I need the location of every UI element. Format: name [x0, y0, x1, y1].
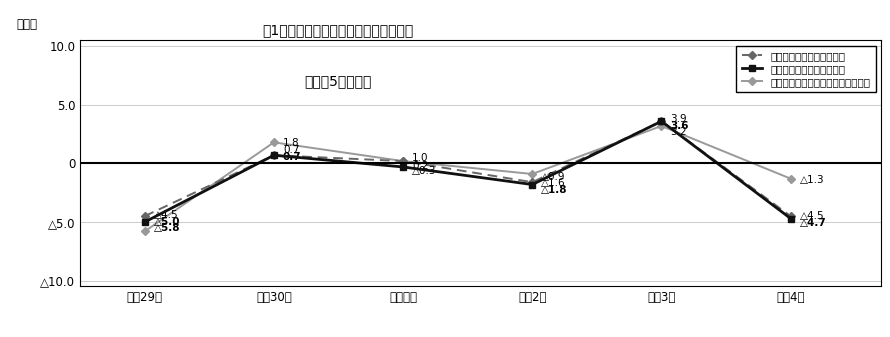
Text: △0.3: △0.3: [412, 166, 437, 176]
Text: △1.6: △1.6: [541, 178, 566, 188]
Text: △1.8: △1.8: [541, 185, 568, 194]
Legend: 名目賃金（現金給与総額）, 実質賃金（現金給与総額）, 実質賃金（きまって支給する給与）: 名目賃金（現金給与総額）, 実質賃金（現金給与総額）, 実質賃金（きまって支給す…: [736, 45, 876, 92]
Text: 1.0: 1.0: [412, 153, 429, 163]
Text: △4.7: △4.7: [800, 218, 827, 228]
Text: △5.0: △5.0: [154, 217, 181, 227]
Text: 0.7: 0.7: [283, 145, 299, 155]
Text: △5.8: △5.8: [154, 223, 181, 233]
Text: 1.8: 1.8: [283, 138, 300, 148]
Text: 3.9: 3.9: [670, 114, 687, 124]
Text: （％）: （％）: [16, 18, 37, 31]
Text: －規模5人以上－: －規模5人以上－: [304, 74, 372, 88]
Text: 3.6: 3.6: [670, 121, 689, 131]
Text: △1.3: △1.3: [800, 175, 824, 185]
Text: △4.5: △4.5: [800, 212, 824, 221]
Text: 図1　賃金指数の推移（指数・前年比）: 図1 賃金指数の推移（指数・前年比）: [263, 24, 414, 38]
Text: 0.2: 0.2: [412, 160, 429, 171]
Text: △4.5: △4.5: [154, 210, 178, 220]
Text: 0.7: 0.7: [283, 152, 302, 162]
Text: 3.2: 3.2: [670, 127, 687, 137]
Text: △0.9: △0.9: [541, 172, 566, 182]
